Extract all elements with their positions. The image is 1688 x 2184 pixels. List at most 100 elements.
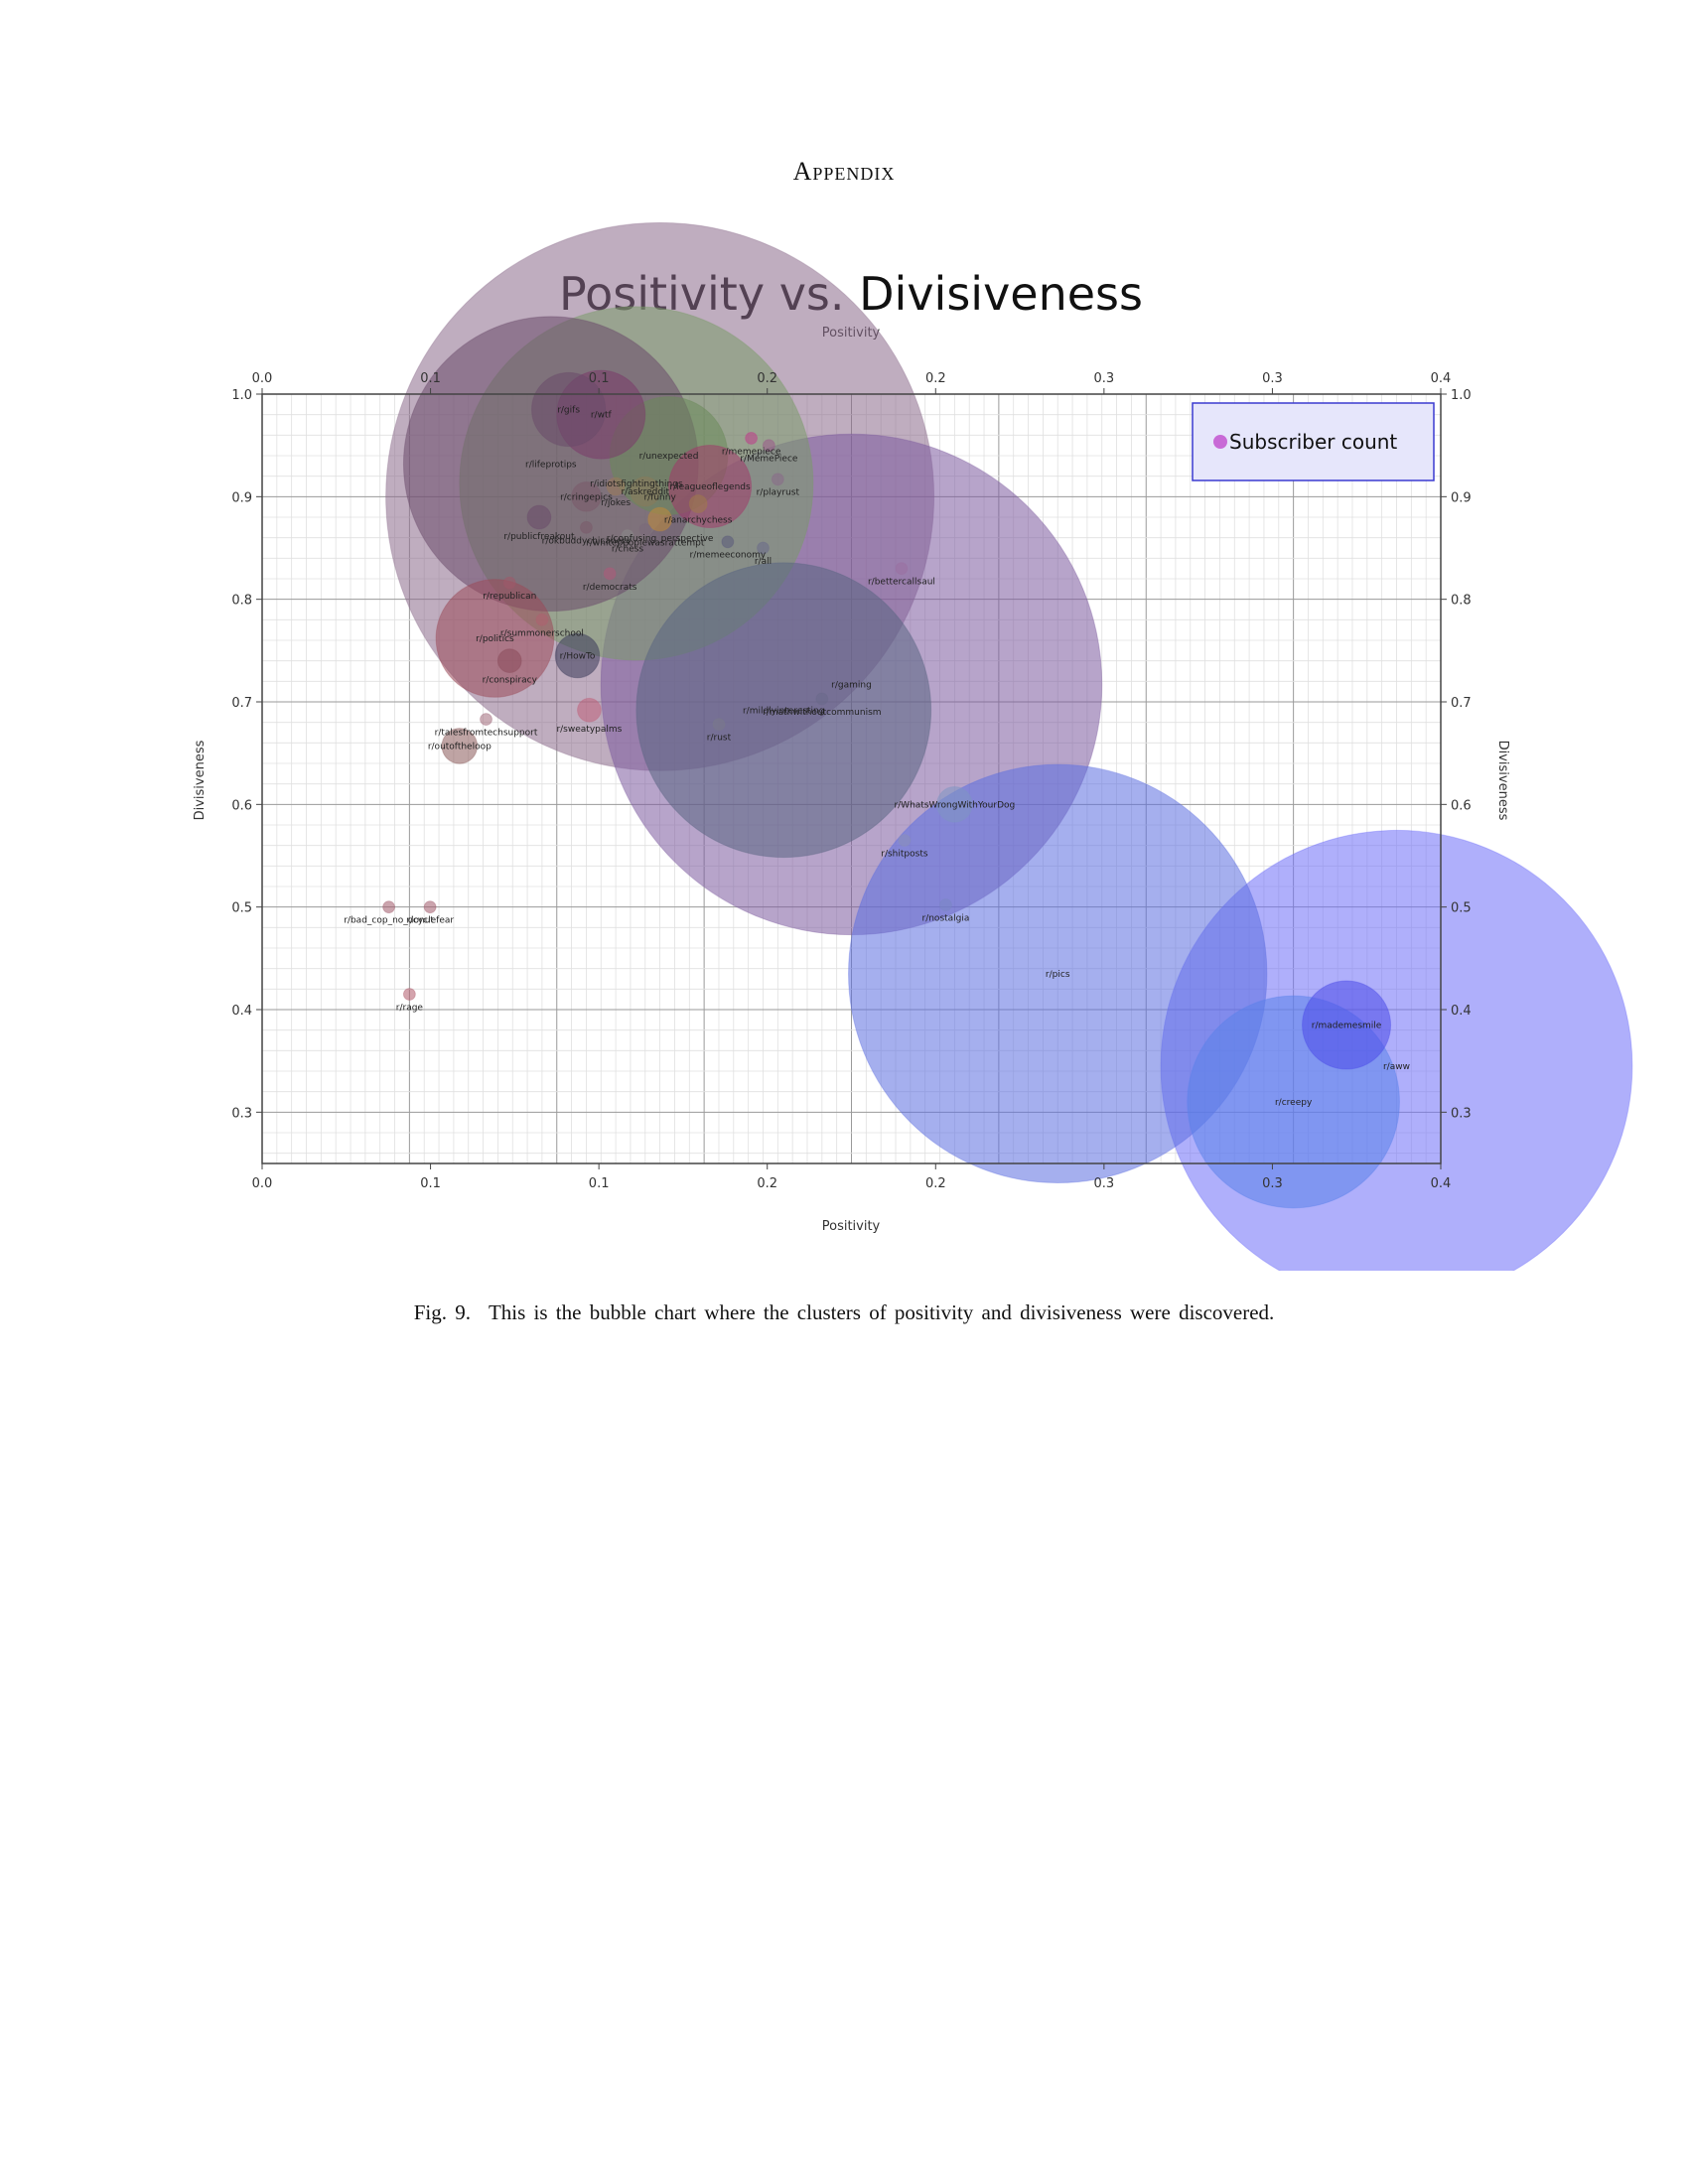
bubble-chart: Positivity vs. Divisiveness Positivity P… xyxy=(193,221,1633,1271)
x-tick-label-top: 0.2 xyxy=(757,371,777,386)
bubble xyxy=(435,579,555,698)
bubble xyxy=(603,567,617,581)
y-tick-label-left: 0.6 xyxy=(231,798,252,813)
x-tick-label-top: 0.1 xyxy=(589,371,610,386)
bubble-label: r/memepiece xyxy=(722,447,781,457)
x-tick-label-top: 0.4 xyxy=(1431,371,1452,386)
bubble-label: r/cringepics xyxy=(560,492,613,502)
bubble-label: r/creepy xyxy=(1275,1098,1313,1108)
x-tick-label-top: 0.3 xyxy=(1262,371,1283,386)
bubble xyxy=(635,562,932,859)
bubble xyxy=(712,718,726,732)
bubble-label: r/gifs xyxy=(557,406,580,416)
y-tick-label-right: 0.4 xyxy=(1451,1004,1472,1019)
legend-box xyxy=(1192,402,1435,481)
bubble xyxy=(638,522,652,536)
bubble-label: r/politics xyxy=(476,634,514,644)
bubble xyxy=(939,898,952,912)
x-tick-label-bottom: 0.3 xyxy=(1094,1176,1115,1191)
bubble-label: r/MemePiece xyxy=(740,455,798,465)
bubble-labels: r/pics r/aww r/creepy r/mademesmile r/nostal… xyxy=(344,406,1410,1109)
bubble-label: r/gaming xyxy=(831,680,872,690)
bubble xyxy=(762,439,775,453)
bubble xyxy=(1302,980,1392,1070)
bubble xyxy=(630,476,661,507)
bubble xyxy=(721,535,735,549)
bubble-label: r/bettercallsaul xyxy=(868,578,935,588)
bubble-label: r/idiotsfightingthings xyxy=(590,479,683,489)
bubble xyxy=(745,431,759,445)
y-tick-label-right: 1.0 xyxy=(1451,388,1472,403)
axis-ticks: 0.0 0.0 0.1 0.1 0.1 0.1 0.2 0.2 0.2 0.2 0.3 0.3 0.3 0… xyxy=(231,371,1471,1191)
bubble xyxy=(571,480,602,512)
bubble xyxy=(848,763,1268,1184)
bubble xyxy=(535,613,549,626)
legend: Subscriber count xyxy=(1192,402,1435,481)
bubble-label: r/summonerschool xyxy=(500,628,584,638)
bubble-label: r/mildlyinteresting xyxy=(743,706,825,716)
bubble xyxy=(441,728,479,764)
bubble-label: r/funny xyxy=(643,492,676,502)
bubble xyxy=(402,988,416,1001)
bubble xyxy=(895,562,909,576)
bubble xyxy=(579,520,593,534)
bubble xyxy=(647,506,672,532)
legend-label: Subscriber count xyxy=(1229,430,1397,454)
bubble-label: r/outoftheloop xyxy=(428,742,492,751)
page-heading: Appendix xyxy=(792,157,896,186)
x-tick-label-bottom: 0.3 xyxy=(1262,1176,1283,1191)
legend-swatch xyxy=(1213,435,1227,449)
bubble-label: r/mademesmile xyxy=(1312,1022,1382,1031)
bubble-label: r/bad_cop_no_donut xyxy=(344,916,434,926)
bubble xyxy=(606,477,626,496)
y-tick-label-right: 0.3 xyxy=(1451,1106,1472,1121)
bubble xyxy=(526,504,552,530)
bubble xyxy=(554,632,601,679)
caption-text: This is the bubble chart where the clust… xyxy=(488,1300,1275,1324)
x-tick-label-bottom: 0.1 xyxy=(589,1176,610,1191)
bubble-label: r/rust xyxy=(707,734,732,744)
bubble xyxy=(480,713,492,727)
bubble-label: r/wtf xyxy=(591,411,613,421)
bubble-label: r/askreddit xyxy=(621,487,669,497)
bubble-label: r/publicfreakout xyxy=(503,532,575,542)
bubble-label: r/conspiracy xyxy=(483,676,538,686)
y-tick-label-left: 0.8 xyxy=(231,594,252,609)
y-tick-label-right: 0.8 xyxy=(1451,594,1472,609)
x-axis-label-bottom: Positivity xyxy=(822,1219,881,1234)
bubble-label: r/confusing_perspective xyxy=(607,534,714,544)
y-tick-label-right: 0.9 xyxy=(1451,490,1472,505)
y-tick-label-right: 0.7 xyxy=(1451,696,1472,711)
bubble xyxy=(502,576,516,590)
bubble-label: r/unexpected xyxy=(639,452,699,462)
bubbles xyxy=(382,221,1633,1271)
bubble-label: r/aww xyxy=(1383,1062,1410,1072)
x-tick-label-bottom: 0.0 xyxy=(252,1176,273,1191)
bubble-label: r/all xyxy=(755,557,772,567)
caption-label: Fig. 9. xyxy=(413,1300,471,1324)
bubble-label: r/okbuddychicanery xyxy=(542,536,632,546)
bubble xyxy=(382,900,396,914)
x-tick-label-top: 0.0 xyxy=(252,371,273,386)
bubble-label: r/sweatypalms xyxy=(556,725,622,735)
bubble xyxy=(531,371,607,448)
bubble-label: r/jokes xyxy=(601,498,631,508)
bubble-label: r/shitposts xyxy=(881,849,928,859)
y-tick-label-left: 0.9 xyxy=(231,490,252,505)
y-axis-label-right: Divisiveness xyxy=(1495,741,1510,821)
y-tick-label-left: 0.4 xyxy=(231,1004,252,1019)
bubble-label: r/mathwithoutcommunism xyxy=(763,708,881,718)
bubble-label: r/WhatsWrongWithYourDog xyxy=(894,800,1015,810)
bubble-label: r/lifeprotips xyxy=(525,460,577,470)
x-tick-label-bottom: 0.1 xyxy=(420,1176,441,1191)
x-tick-label-bottom: 0.4 xyxy=(1431,1176,1452,1191)
y-tick-label-right: 0.5 xyxy=(1451,901,1472,916)
bubble-label: r/HowTo xyxy=(560,652,596,662)
bubble-label: r/leagueoflegends xyxy=(669,482,751,492)
bubble xyxy=(577,697,602,723)
bubble-label: r/talesfromtechsupport xyxy=(435,729,538,739)
y-axis-label-left: Divisiveness xyxy=(193,740,208,820)
bubble-label: r/rage xyxy=(396,1003,424,1013)
bubble xyxy=(936,786,973,823)
x-tick-label-bottom: 0.2 xyxy=(925,1176,946,1191)
